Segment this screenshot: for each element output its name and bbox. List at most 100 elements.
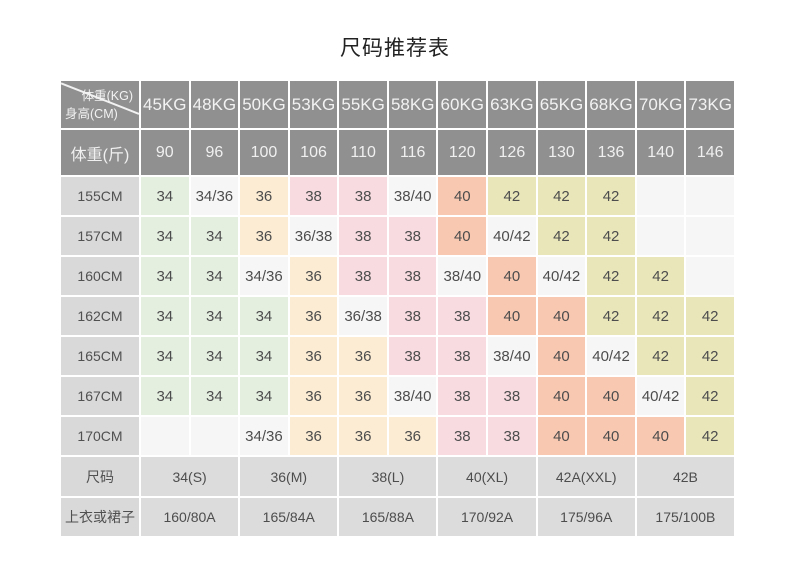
size-cell-155cm-68kg: 42 — [587, 177, 635, 215]
weight-kg-header-60KG: 60KG — [438, 81, 487, 128]
garment-spec-165/88A: 165/88A — [339, 498, 437, 536]
size-cell-160cm-55kg: 38 — [339, 257, 387, 295]
size-cell-157cm-68kg: 42 — [587, 217, 635, 255]
size-cell-170cm-60kg: 38 — [438, 417, 487, 455]
size-cell-155cm-53kg: 38 — [289, 177, 338, 215]
size-cell-162cm-63kg: 40 — [488, 297, 536, 335]
weight-jin-value-90: 90 — [141, 130, 189, 175]
weight-jin-value-116: 116 — [388, 130, 437, 175]
size-cell-162cm-58kg: 38 — [388, 297, 437, 335]
weight-jin-value-136: 136 — [587, 130, 635, 175]
size-table: 体重(KG) 身高(CM) 45KG 48KG 50KG 53KG 55KG 58KG 60KG… — [61, 81, 734, 536]
size-cell-170cm-45kg — [141, 417, 189, 455]
size-cell-167cm-65kg: 40 — [537, 377, 586, 415]
size-cell-160cm-63kg: 40 — [488, 257, 536, 295]
weight-kg-header-58KG: 58KG — [388, 81, 437, 128]
size-group-34(S): 34(S) — [141, 457, 239, 496]
weight-jin-value-120: 120 — [438, 130, 487, 175]
size-cell-162cm-45kg: 34 — [141, 297, 189, 335]
weight-kg-header-53KG: 53KG — [289, 81, 338, 128]
size-group-40(XL): 40(XL) — [438, 457, 536, 496]
size-cell-167cm-53kg: 36 — [289, 377, 338, 415]
size-cell-162cm-73kg: 42 — [686, 297, 734, 335]
garment-spec-175/100B: 175/100B — [636, 498, 734, 536]
height-label-167cm: 167CM — [61, 377, 139, 415]
weight-kg-header-63KG: 63KG — [488, 81, 536, 128]
size-cell-160cm-73kg — [686, 257, 734, 295]
size-cell-155cm-63kg: 42 — [488, 177, 536, 215]
size-cell-155cm-48kg: 34/36 — [190, 177, 239, 215]
size-cell-170cm-55kg: 36 — [339, 417, 387, 455]
weight-kg-header-50KG: 50KG — [240, 81, 288, 128]
size-cell-170cm-53kg: 36 — [289, 417, 338, 455]
size-cell-165cm-55kg: 36 — [339, 337, 387, 375]
size-cell-157cm-63kg: 40/42 — [488, 217, 536, 255]
garment-spec-160/80A: 160/80A — [141, 498, 239, 536]
garment-spec-175/96A: 175/96A — [537, 498, 635, 536]
size-cell-162cm-68kg: 42 — [587, 297, 635, 335]
size-cell-165cm-65kg: 40 — [537, 337, 586, 375]
weight-kg-header-68KG: 68KG — [587, 81, 635, 128]
size-cell-157cm-58kg: 38 — [388, 217, 437, 255]
weight-jin-value-100: 100 — [240, 130, 288, 175]
size-cell-170cm-70kg: 40 — [636, 417, 685, 455]
weight-kg-header-48KG: 48KG — [190, 81, 239, 128]
size-cell-160cm-58kg: 38 — [388, 257, 437, 295]
size-cell-165cm-73kg: 42 — [686, 337, 734, 375]
size-cell-162cm-53kg: 36 — [289, 297, 338, 335]
size-cell-167cm-63kg: 38 — [488, 377, 536, 415]
weight-jin-value-146: 146 — [686, 130, 734, 175]
size-cell-165cm-48kg: 34 — [190, 337, 239, 375]
size-cell-157cm-60kg: 40 — [438, 217, 487, 255]
size-cell-155cm-60kg: 40 — [438, 177, 487, 215]
size-cell-157cm-50kg: 36 — [240, 217, 288, 255]
size-cell-160cm-70kg: 42 — [636, 257, 685, 295]
weight-jin-label: 体重(斤) — [61, 130, 139, 175]
size-cell-167cm-48kg: 34 — [190, 377, 239, 415]
size-cell-157cm-55kg: 38 — [339, 217, 387, 255]
size-cell-165cm-70kg: 42 — [636, 337, 685, 375]
size-group-42A(XXL): 42A(XXL) — [537, 457, 635, 496]
weight-kg-header-73KG: 73KG — [686, 81, 734, 128]
size-cell-160cm-53kg: 36 — [289, 257, 338, 295]
size-cell-160cm-50kg: 34/36 — [240, 257, 288, 295]
size-cell-160cm-60kg: 38/40 — [438, 257, 487, 295]
garment-spec-170/92A: 170/92A — [438, 498, 536, 536]
height-label-162cm: 162CM — [61, 297, 139, 335]
size-cell-162cm-48kg: 34 — [190, 297, 239, 335]
size-group-38(L): 38(L) — [339, 457, 437, 496]
size-cell-160cm-45kg: 34 — [141, 257, 189, 295]
size-cell-157cm-70kg — [636, 217, 685, 255]
garment-row-label: 上衣或裙子 — [61, 498, 139, 536]
size-cell-170cm-58kg: 36 — [388, 417, 437, 455]
height-label-165cm: 165CM — [61, 337, 139, 375]
size-cell-162cm-60kg: 38 — [438, 297, 487, 335]
size-cell-167cm-50kg: 34 — [240, 377, 288, 415]
weight-jin-value-106: 106 — [289, 130, 338, 175]
size-cell-170cm-73kg: 42 — [686, 417, 734, 455]
page-title: 尺码推荐表 — [340, 37, 450, 60]
size-cell-155cm-50kg: 36 — [240, 177, 288, 215]
weight-jin-value-126: 126 — [488, 130, 536, 175]
size-cell-160cm-48kg: 34 — [190, 257, 239, 295]
size-cell-165cm-63kg: 38/40 — [488, 337, 536, 375]
weight-kg-header-55KG: 55KG — [339, 81, 387, 128]
weight-jin-value-96: 96 — [190, 130, 239, 175]
size-cell-155cm-55kg: 38 — [339, 177, 387, 215]
size-cell-165cm-60kg: 38 — [438, 337, 487, 375]
size-cell-170cm-65kg: 40 — [537, 417, 586, 455]
size-cell-167cm-60kg: 38 — [438, 377, 487, 415]
size-cell-170cm-48kg — [190, 417, 239, 455]
size-cell-162cm-55kg: 36/38 — [339, 297, 387, 335]
size-cell-157cm-65kg: 42 — [537, 217, 586, 255]
garment-spec-165/84A: 165/84A — [240, 498, 338, 536]
size-cell-157cm-48kg: 34 — [190, 217, 239, 255]
size-cell-167cm-73kg: 42 — [686, 377, 734, 415]
size-group-42B: 42B — [636, 457, 734, 496]
size-cell-160cm-68kg: 42 — [587, 257, 635, 295]
height-label-160cm: 160CM — [61, 257, 139, 295]
size-cell-160cm-65kg: 40/42 — [537, 257, 586, 295]
size-cell-165cm-58kg: 38 — [388, 337, 437, 375]
corner-cell: 体重(KG) 身高(CM) — [61, 81, 139, 128]
